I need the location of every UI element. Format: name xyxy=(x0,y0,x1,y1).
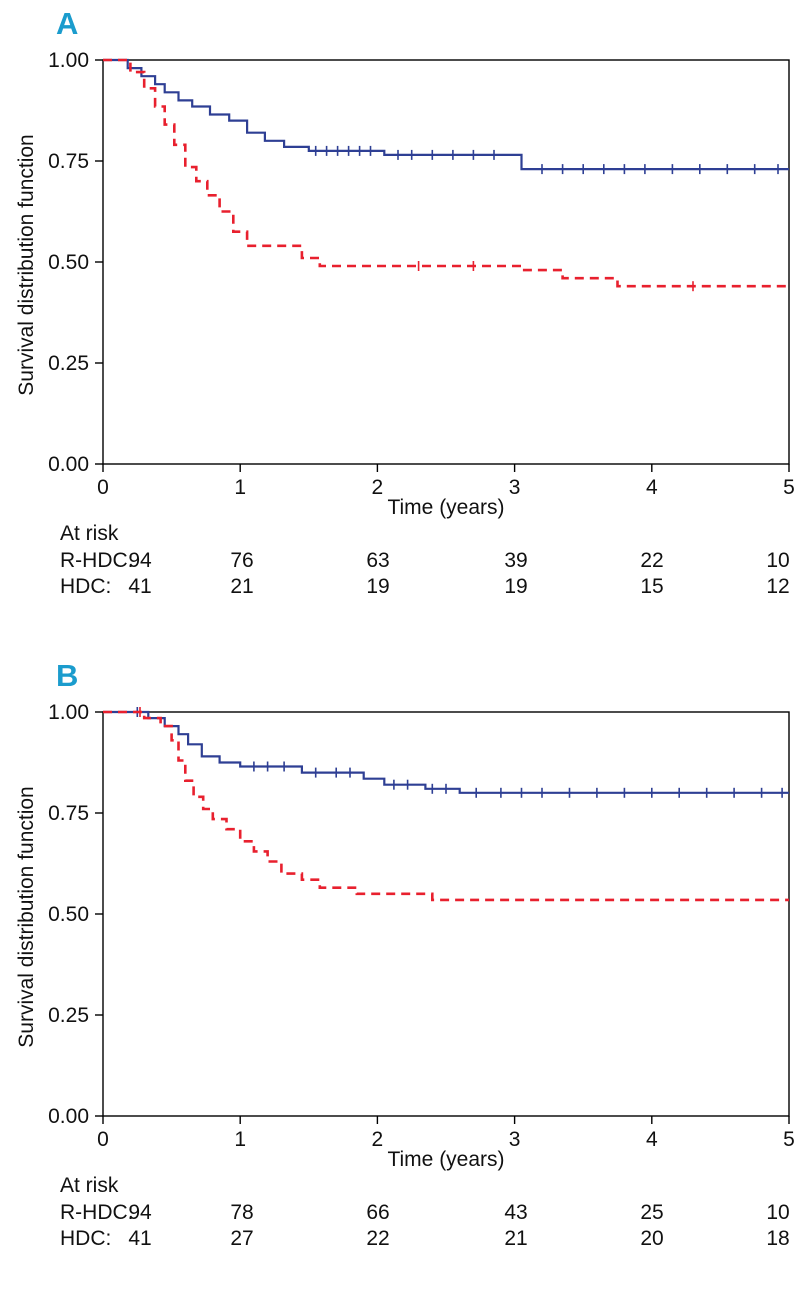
at-risk-count: 22 xyxy=(366,1227,390,1250)
at-risk-row: R-HDC: 94 76 63 39 22 10 xyxy=(0,549,809,575)
at-risk-count: 78 xyxy=(230,1201,254,1224)
x-axis-title: Time (years) xyxy=(387,1148,505,1171)
at-risk-count: 10 xyxy=(766,549,790,572)
at-risk-table: At risk R-HDC: 94 78 66 43 25 10 HDC: 41 27 22 2… xyxy=(0,1174,809,1258)
km-chart-a: 0.00 0.25 0.50 0.75 1.00 0 1 2 3 4 5 xyxy=(48,49,795,499)
x-tick-label: 5 xyxy=(783,476,795,499)
at-risk-count: 19 xyxy=(504,575,528,598)
series-hdc-curve xyxy=(103,58,789,288)
x-tick-label: 4 xyxy=(646,476,658,499)
plot-border xyxy=(102,711,790,1117)
at-risk-count: 18 xyxy=(766,1227,790,1250)
at-risk-row: HDC: 41 21 19 19 15 12 xyxy=(0,575,809,601)
at-risk-row-label: HDC: xyxy=(60,575,112,598)
at-risk-table: At risk R-HDC: 94 76 63 39 22 10 HDC: 41 21 19 1… xyxy=(0,522,809,606)
y-tick-label: 0.75 xyxy=(48,802,89,825)
x-tick-label: 1 xyxy=(234,476,246,499)
at-risk-row: R-HDC: 94 78 66 43 25 10 xyxy=(0,1201,809,1227)
at-risk-count: 63 xyxy=(366,549,390,572)
at-risk-row-label: R-HDC: xyxy=(60,549,134,572)
at-risk-row-label: R-HDC: xyxy=(60,1201,134,1224)
x-tick-label: 0 xyxy=(97,476,109,499)
y-tick-label: 0.50 xyxy=(48,251,89,274)
x-tick-label: 2 xyxy=(372,476,384,499)
km-chart-b: 0.00 0.25 0.50 0.75 1.00 0 1 2 3 4 5 xyxy=(48,701,795,1151)
at-risk-count: 27 xyxy=(230,1227,254,1250)
x-tick-label: 3 xyxy=(509,476,521,499)
at-risk-count: 41 xyxy=(128,575,152,598)
at-risk-title: At risk xyxy=(60,522,119,545)
at-risk-count: 10 xyxy=(766,1201,790,1224)
at-risk-count: 76 xyxy=(230,549,254,572)
series-r-hdc-curve xyxy=(103,710,789,794)
at-risk-count: 66 xyxy=(366,1201,390,1224)
panel-a-label: A xyxy=(56,6,79,41)
panel-b: B Survival distribution function 0.00 0.2… xyxy=(0,652,809,1300)
x-tick-label: 2 xyxy=(372,1128,384,1151)
y-tick-label: 1.00 xyxy=(48,701,89,724)
y-tick-label: 1.00 xyxy=(48,49,89,72)
at-risk-count: 94 xyxy=(128,549,152,572)
y-tick-label: 0.25 xyxy=(48,1004,89,1027)
at-risk-count: 15 xyxy=(640,575,664,598)
at-risk-count: 21 xyxy=(230,575,254,598)
x-tick-label: 1 xyxy=(234,1128,246,1151)
at-risk-count: 94 xyxy=(128,1201,152,1224)
at-risk-count: 19 xyxy=(366,575,390,598)
panel-a: A Survival distribution function 0.00 0.2… xyxy=(0,0,809,648)
at-risk-count: 43 xyxy=(504,1201,528,1224)
at-risk-count: 22 xyxy=(640,549,664,572)
series-r-hdc-curve xyxy=(103,58,789,171)
x-tick-label: 3 xyxy=(509,1128,521,1151)
x-axis-title: Time (years) xyxy=(387,496,505,519)
y-tick-label: 0.50 xyxy=(48,903,89,926)
series-hdc-curve xyxy=(103,710,789,902)
at-risk-count: 41 xyxy=(128,1227,152,1250)
plot-border xyxy=(102,59,790,465)
at-risk-count: 12 xyxy=(766,575,790,598)
y-tick-label: 0.75 xyxy=(48,150,89,173)
at-risk-count: 39 xyxy=(504,549,528,572)
y-tick-label: 0.00 xyxy=(48,1105,89,1128)
at-risk-count: 21 xyxy=(504,1227,528,1250)
x-tick-label: 5 xyxy=(783,1128,795,1151)
x-tick-label: 4 xyxy=(646,1128,658,1151)
y-tick-label: 0.25 xyxy=(48,352,89,375)
at-risk-row-label: HDC: xyxy=(60,1227,112,1250)
at-risk-count: 25 xyxy=(640,1201,664,1224)
at-risk-count: 20 xyxy=(640,1227,664,1250)
at-risk-row: HDC: 41 27 22 21 20 18 xyxy=(0,1227,809,1253)
panel-b-label: B xyxy=(56,658,79,693)
at-risk-title: At risk xyxy=(60,1174,119,1197)
x-tick-label: 0 xyxy=(97,1128,109,1151)
y-tick-label: 0.00 xyxy=(48,453,89,476)
